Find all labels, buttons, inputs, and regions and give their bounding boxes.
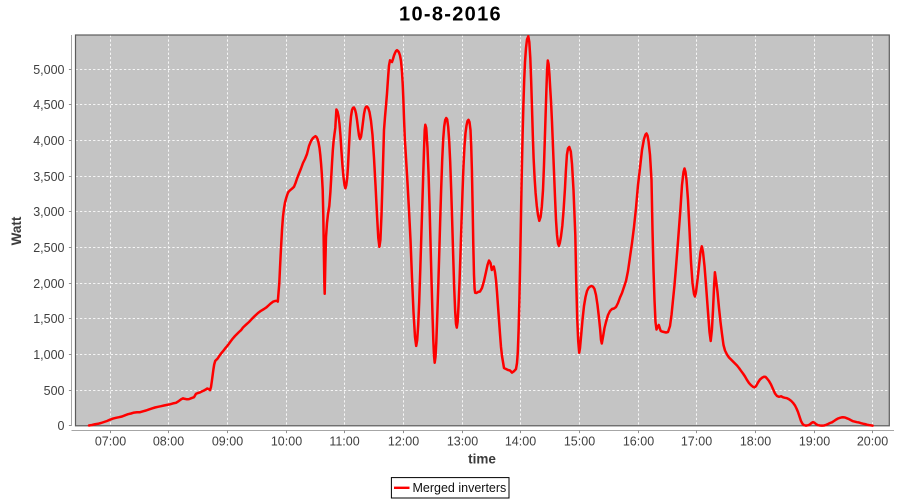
svg-text:1,500: 1,500 xyxy=(33,312,64,326)
svg-text:0: 0 xyxy=(58,419,65,433)
svg-text:3,500: 3,500 xyxy=(33,170,64,184)
svg-text:13:00: 13:00 xyxy=(447,434,478,448)
svg-text:time: time xyxy=(468,452,496,467)
svg-text:Watt: Watt xyxy=(9,216,24,245)
svg-text:1,000: 1,000 xyxy=(33,348,64,362)
svg-text:19:00: 19:00 xyxy=(799,434,830,448)
svg-text:2,000: 2,000 xyxy=(33,277,64,291)
svg-text:16:00: 16:00 xyxy=(623,434,654,448)
svg-text:2,500: 2,500 xyxy=(33,241,64,255)
svg-text:07:00: 07:00 xyxy=(95,434,126,448)
svg-text:3,000: 3,000 xyxy=(33,205,64,219)
svg-text:500: 500 xyxy=(44,384,65,398)
svg-text:10-8-2016: 10-8-2016 xyxy=(399,4,502,26)
svg-text:15:00: 15:00 xyxy=(564,434,595,448)
svg-text:10:00: 10:00 xyxy=(271,434,302,448)
svg-text:18:00: 18:00 xyxy=(740,434,771,448)
svg-text:12:00: 12:00 xyxy=(388,434,419,448)
svg-text:17:00: 17:00 xyxy=(681,434,712,448)
svg-text:Merged inverters: Merged inverters xyxy=(413,481,507,495)
svg-text:4,000: 4,000 xyxy=(33,134,64,148)
svg-text:20:00: 20:00 xyxy=(857,434,888,448)
svg-text:14:00: 14:00 xyxy=(505,434,536,448)
svg-text:08:00: 08:00 xyxy=(153,434,184,448)
svg-text:09:00: 09:00 xyxy=(212,434,243,448)
svg-text:4,500: 4,500 xyxy=(33,98,64,112)
svg-text:11:00: 11:00 xyxy=(329,434,359,448)
svg-text:5,000: 5,000 xyxy=(33,63,64,77)
